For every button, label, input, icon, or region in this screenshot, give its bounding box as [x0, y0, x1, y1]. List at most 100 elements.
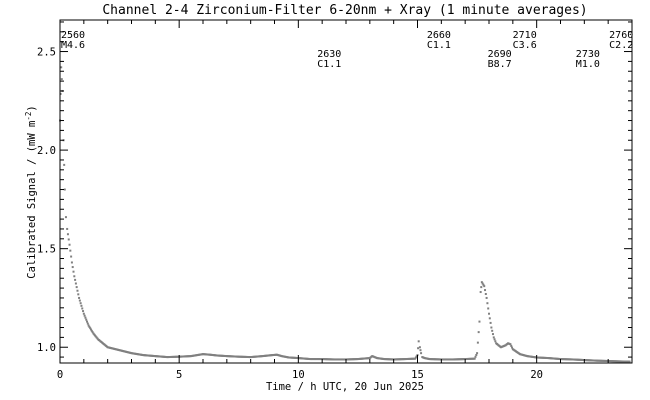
data-point: [491, 329, 494, 332]
data-point: [82, 310, 85, 313]
flare-class-label: B8.7: [488, 59, 512, 70]
data-point: [477, 331, 480, 334]
data-point: [68, 243, 71, 246]
data-point: [66, 227, 69, 230]
data-point: [59, 92, 62, 95]
data-point: [71, 266, 74, 269]
data-point: [86, 320, 89, 323]
y-tick-label: 1.0: [37, 342, 56, 354]
flare-annotations: 2560M4.62630C1.12660C1.12690B8.72710C3.6…: [61, 30, 633, 70]
data-point: [488, 312, 490, 315]
data-point: [491, 333, 494, 336]
flare-class-label: C1.1: [317, 59, 341, 70]
data-point: [75, 286, 78, 289]
data-point: [76, 289, 79, 292]
data-point: [478, 320, 481, 323]
data-point: [474, 355, 477, 358]
data-point: [509, 343, 512, 346]
data-point: [420, 352, 423, 355]
x-tick-label: 20: [530, 369, 543, 381]
chart-title: Channel 2-4 Zirconium-Filter 6-20nm + Xr…: [102, 3, 587, 18]
data-point: [66, 233, 69, 236]
data-point: [475, 353, 478, 356]
data-point: [484, 289, 487, 292]
data-point: [70, 255, 73, 258]
data-point: [486, 302, 489, 305]
data-point: [69, 249, 72, 252]
y-axis-label-superscript: -2: [24, 112, 33, 121]
data-point: [476, 341, 479, 344]
data-point: [417, 340, 420, 343]
y-tick-label: 2.0: [37, 145, 56, 157]
x-tick-label: 0: [57, 369, 63, 381]
data-point: [485, 296, 488, 299]
data-point: [67, 238, 70, 241]
data-point: [64, 216, 67, 219]
data-point: [89, 328, 92, 331]
data-point: [476, 352, 479, 355]
data-point: [492, 336, 495, 339]
flare-class-label: C2.2: [609, 40, 633, 51]
y-tick-label: 1.5: [37, 244, 56, 256]
data-point: [78, 296, 81, 299]
y-axis-label-end: ): [26, 105, 38, 111]
data-point: [90, 329, 93, 332]
data-point: [87, 324, 90, 327]
data-point: [481, 282, 484, 285]
data-point: [74, 282, 77, 285]
data-point: [89, 327, 92, 330]
data-point: [79, 302, 82, 305]
data-point: [418, 346, 421, 349]
data-point: [480, 286, 483, 289]
data-point: [74, 278, 77, 281]
data-point: [80, 304, 83, 307]
y-axis-label-main: Calibrated Signal / (mW m: [26, 121, 38, 279]
data-point: [484, 293, 487, 296]
data-point: [86, 322, 89, 325]
data-point: [473, 357, 476, 360]
data-point: [83, 314, 86, 317]
flare-number-label: 2710: [513, 30, 537, 41]
data-point: [84, 316, 87, 319]
data-point: [414, 356, 417, 359]
flare-number-label: 2560: [61, 30, 85, 41]
data-point: [78, 299, 81, 302]
data-point: [63, 163, 66, 166]
data-point: [490, 326, 493, 329]
data-point: [415, 355, 418, 358]
flare-class-label: M1.0: [576, 59, 600, 70]
data-point: [91, 331, 94, 334]
y-axis-ticks: 1.0 1.5 2.0 2.5: [37, 21, 632, 358]
flare-number-label: 2690: [488, 49, 512, 60]
data-point: [60, 78, 63, 81]
data-point: [487, 307, 490, 310]
data-point: [77, 293, 80, 296]
y-tick-label: 2.5: [37, 47, 56, 59]
data-point: [414, 357, 417, 360]
data-point: [480, 281, 483, 284]
data-point: [483, 285, 486, 288]
data-point: [417, 347, 420, 350]
data-point: [73, 275, 76, 278]
x-tick-label: 10: [292, 369, 305, 381]
data-point: [493, 338, 496, 341]
data-point: [82, 312, 85, 315]
flare-number-label: 2630: [317, 49, 341, 60]
data-point: [479, 291, 482, 294]
data-point: [60, 66, 63, 69]
x-tick-label: 5: [176, 369, 182, 381]
x-axis-label: Time / h UTC, 20 Jun 2025: [266, 381, 424, 393]
x-tick-label: 15: [411, 369, 424, 381]
flare-class-label: C3.6: [513, 40, 537, 51]
flare-number-label: 2730: [576, 49, 600, 60]
data-point: [510, 344, 513, 347]
data-point: [85, 318, 88, 321]
plot-frame: [59, 19, 633, 364]
x-axis-ticks: 0 5 10 15 20: [57, 20, 633, 381]
data-point: [70, 261, 73, 264]
flare-class-label: C1.1: [427, 40, 451, 51]
data-point: [81, 307, 84, 310]
flare-class-label: M4.6: [61, 40, 85, 51]
data-point: [482, 283, 485, 286]
